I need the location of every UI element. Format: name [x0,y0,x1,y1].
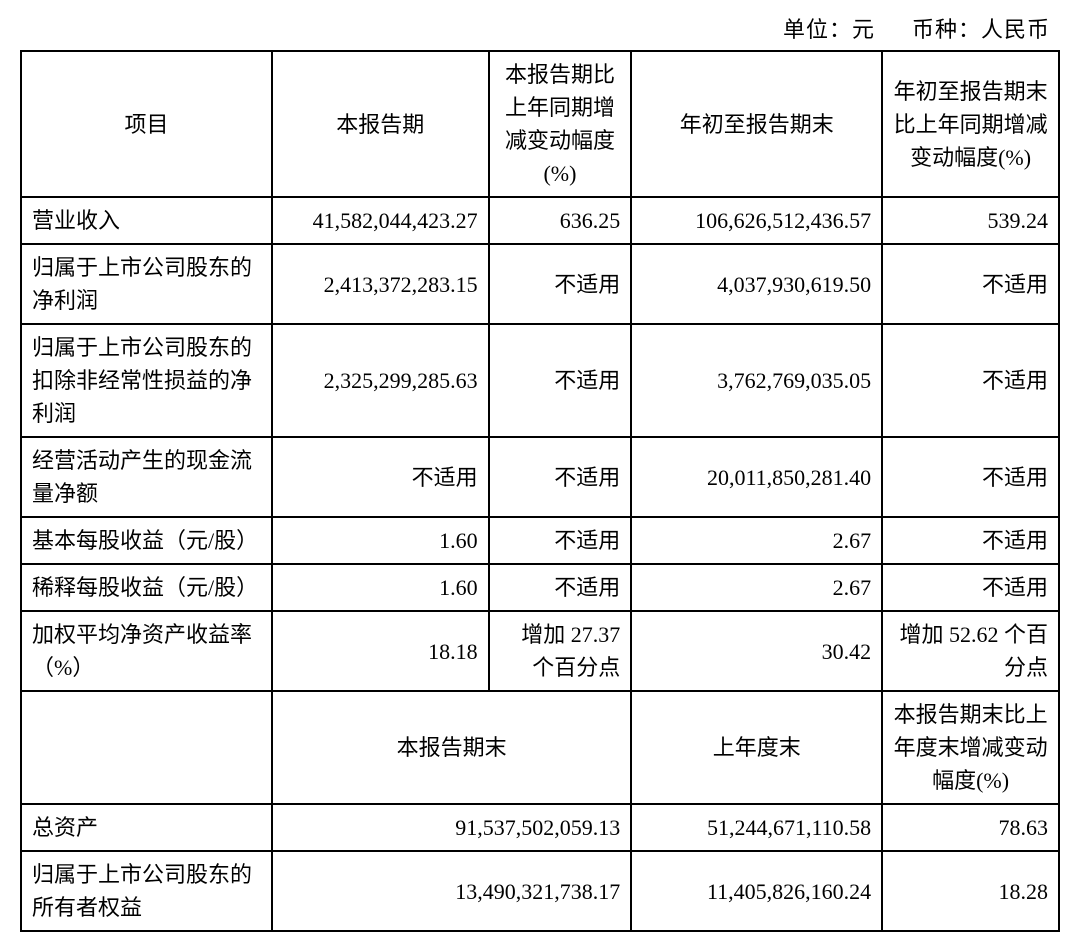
cell-change: 18.28 [882,851,1059,931]
cell-change: 78.63 [882,804,1059,851]
table-row: 经营活动产生的现金流量净额 不适用 不适用 20,011,850,281.40 … [21,437,1059,517]
header-change: 本报告期末比上年度末增减变动幅度(%) [882,691,1059,804]
cell-ytd-change: 不适用 [882,324,1059,437]
cell-item: 总资产 [21,804,272,851]
cell-ytd-change: 不适用 [882,437,1059,517]
cell-item: 加权平均净资产收益率（%） [21,611,272,691]
cell-item: 基本每股收益（元/股） [21,517,272,564]
cell-ytd: 3,762,769,035.05 [631,324,882,437]
cell-period-change: 不适用 [489,437,632,517]
cell-item: 归属于上市公司股东的扣除非经常性损益的净利润 [21,324,272,437]
table-row: 加权平均净资产收益率（%） 18.18 增加 27.37 个百分点 30.42 … [21,611,1059,691]
unit-currency-line: 单位：元 币种：人民币 [20,12,1060,44]
currency-label: 币种：人民币 [912,17,1050,42]
cell-item: 归属于上市公司股东的所有者权益 [21,851,272,931]
table-row: 归属于上市公司股东的所有者权益 13,490,321,738.17 11,405… [21,851,1059,931]
header-ytd-change: 年初至报告期末比上年同期增减变动幅度(%) [882,51,1059,197]
header-period-end: 本报告期末 [272,691,631,804]
cell-ytd: 106,626,512,436.57 [631,197,882,244]
table-row: 总资产 91,537,502,059.13 51,244,671,110.58 … [21,804,1059,851]
header-blank [21,691,272,804]
cell-last-year-end: 11,405,826,160.24 [631,851,882,931]
cell-ytd-change: 不适用 [882,244,1059,324]
cell-ytd-change: 增加 52.62 个百分点 [882,611,1059,691]
cell-ytd: 20,011,850,281.40 [631,437,882,517]
cell-period-change: 636.25 [489,197,632,244]
header-period-change: 本报告期比上年同期增减变动幅度(%) [489,51,632,197]
cell-period-change: 不适用 [489,244,632,324]
cell-item: 归属于上市公司股东的净利润 [21,244,272,324]
cell-last-year-end: 51,244,671,110.58 [631,804,882,851]
header-period: 本报告期 [272,51,489,197]
header-ytd: 年初至报告期末 [631,51,882,197]
cell-period-change: 不适用 [489,324,632,437]
cell-ytd-change: 不适用 [882,517,1059,564]
cell-ytd-change: 539.24 [882,197,1059,244]
unit-label: 单位：元 [783,17,875,42]
table-header-row-top: 项目 本报告期 本报告期比上年同期增减变动幅度(%) 年初至报告期末 年初至报告… [21,51,1059,197]
cell-period: 2,413,372,283.15 [272,244,489,324]
cell-ytd: 4,037,930,619.50 [631,244,882,324]
cell-ytd: 2.67 [631,564,882,611]
cell-period: 41,582,044,423.27 [272,197,489,244]
cell-period: 18.18 [272,611,489,691]
header-last-year-end: 上年度末 [631,691,882,804]
cell-period-end: 13,490,321,738.17 [272,851,631,931]
cell-period-end: 91,537,502,059.13 [272,804,631,851]
table-row: 归属于上市公司股东的扣除非经常性损益的净利润 2,325,299,285.63 … [21,324,1059,437]
table-row: 稀释每股收益（元/股） 1.60 不适用 2.67 不适用 [21,564,1059,611]
cell-period: 1.60 [272,517,489,564]
cell-item: 稀释每股收益（元/股） [21,564,272,611]
financial-table: 项目 本报告期 本报告期比上年同期增减变动幅度(%) 年初至报告期末 年初至报告… [20,50,1060,932]
cell-period-change: 不适用 [489,564,632,611]
cell-ytd-change: 不适用 [882,564,1059,611]
cell-item: 营业收入 [21,197,272,244]
cell-period: 2,325,299,285.63 [272,324,489,437]
cell-period: 不适用 [272,437,489,517]
cell-ytd: 30.42 [631,611,882,691]
table-header-row-bottom: 本报告期末 上年度末 本报告期末比上年度末增减变动幅度(%) [21,691,1059,804]
table-row: 归属于上市公司股东的净利润 2,413,372,283.15 不适用 4,037… [21,244,1059,324]
header-item: 项目 [21,51,272,197]
cell-period-change: 不适用 [489,517,632,564]
cell-item: 经营活动产生的现金流量净额 [21,437,272,517]
cell-ytd: 2.67 [631,517,882,564]
table-row: 营业收入 41,582,044,423.27 636.25 106,626,51… [21,197,1059,244]
cell-period: 1.60 [272,564,489,611]
cell-period-change: 增加 27.37 个百分点 [489,611,632,691]
table-row: 基本每股收益（元/股） 1.60 不适用 2.67 不适用 [21,517,1059,564]
